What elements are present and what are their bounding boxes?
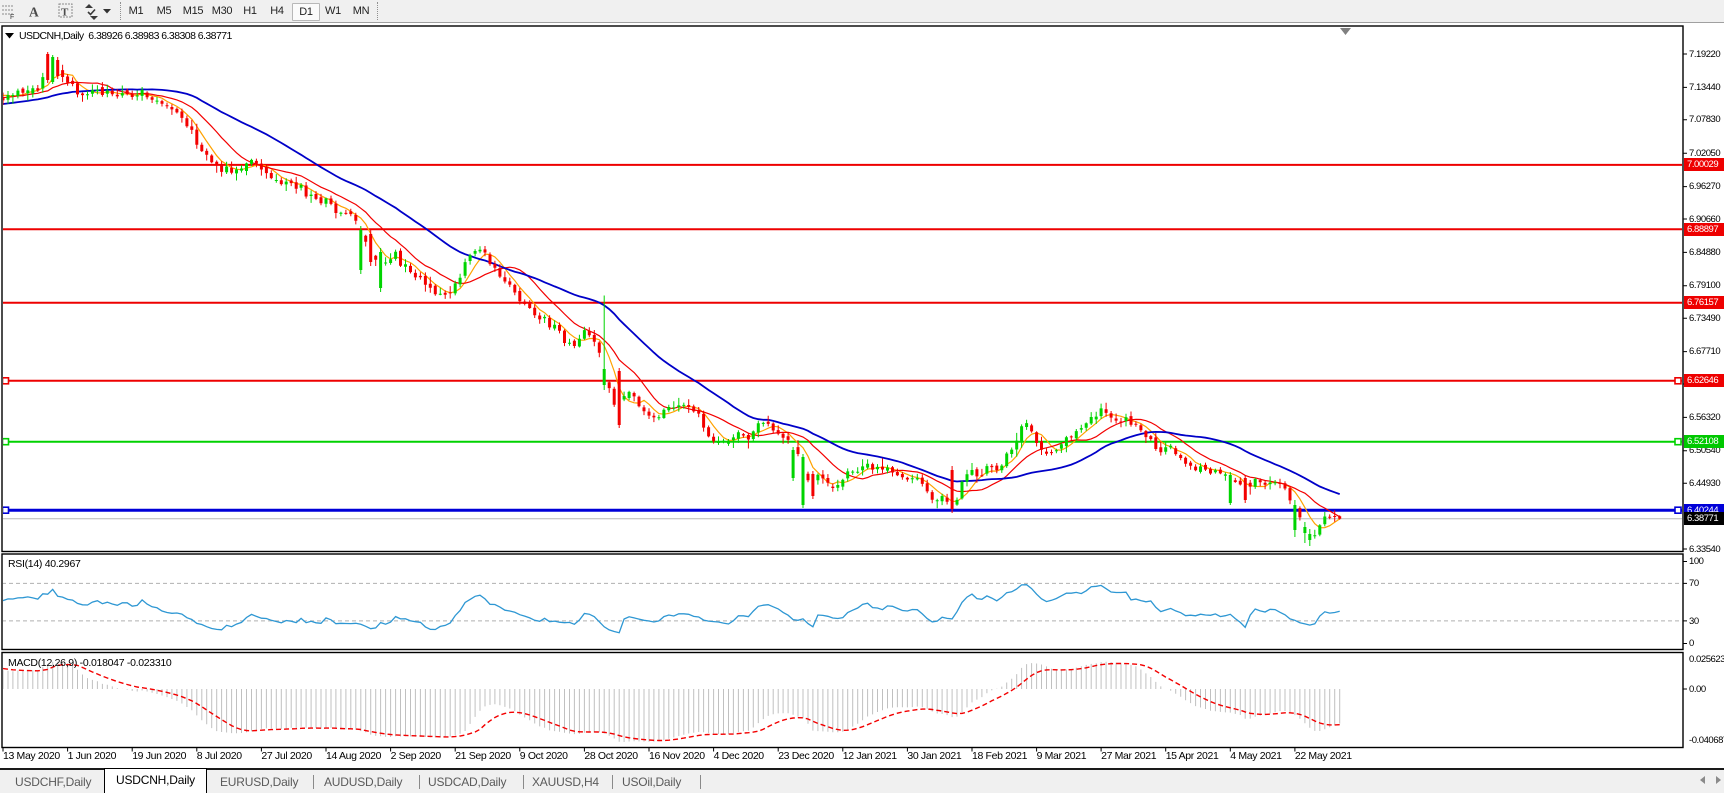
svg-text:A: A <box>29 5 39 20</box>
svg-text:T: T <box>61 7 69 19</box>
svg-text:F: F <box>10 14 14 21</box>
